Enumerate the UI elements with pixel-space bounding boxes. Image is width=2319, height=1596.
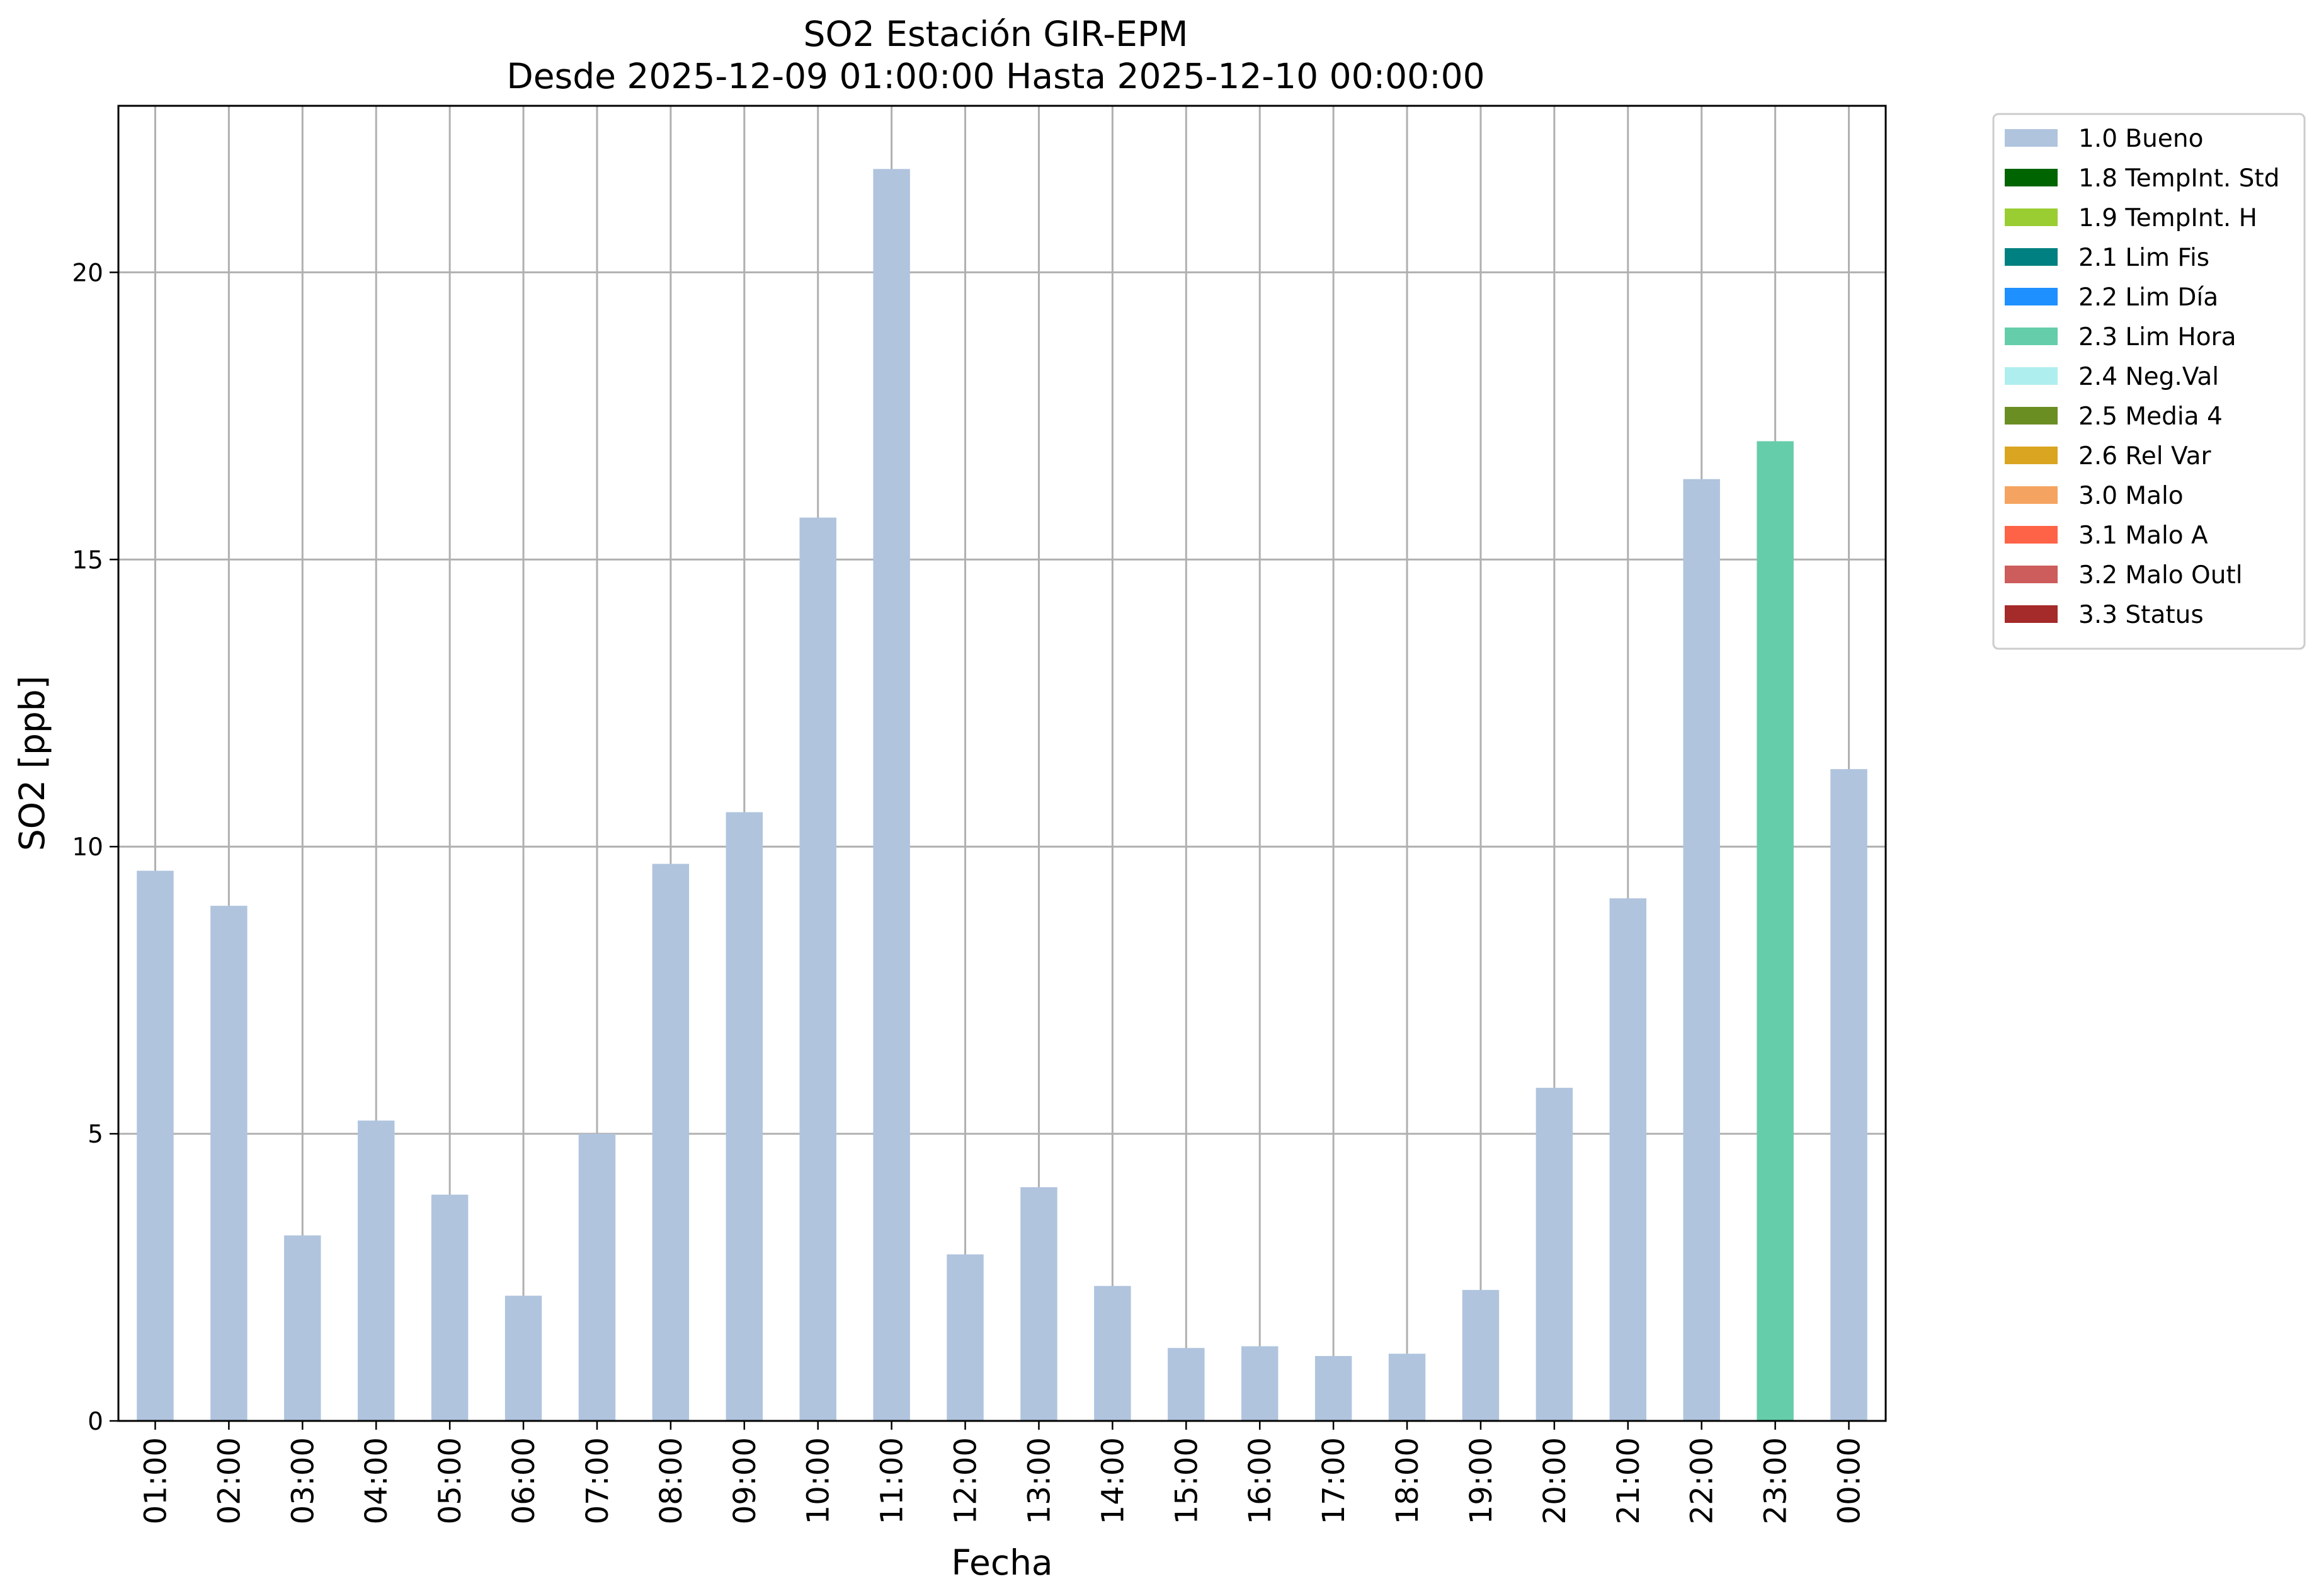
legend-label: 2.1 Lim Fis [2078, 244, 2209, 272]
legend-label: 2.3 Lim Hora [2078, 323, 2236, 351]
legend-box [1992, 113, 2306, 650]
bar [210, 906, 248, 1421]
chart-title-line2: Desde 2025-12-09 01:00:00 Hasta 2025-12-… [506, 56, 1484, 96]
bar [137, 870, 174, 1421]
chart-title-line1: SO2 Estación GIR-EPM [804, 14, 1188, 54]
y-axis-ticks: 0 5 10 15 20 [72, 259, 118, 1436]
bar [1683, 479, 1720, 1421]
legend-swatch [2005, 288, 2058, 305]
bar [578, 1134, 616, 1421]
x-tick-label: 15:00 [1169, 1437, 1204, 1524]
legend-label: 3.0 Malo [2078, 482, 2184, 510]
legend: 1.0 Bueno 1.8 TempInt. Std 1.9 TempInt. H 2… [1992, 113, 2306, 650]
x-tick-label: 10:00 [801, 1437, 836, 1524]
bar [1094, 1285, 1131, 1421]
x-axis-ticks: 01:00 02:00 03:00 04:00 05:00 06:00 07:00 08:00… [138, 1421, 1867, 1524]
legend-label: 1.9 TempInt. H [2078, 204, 2257, 232]
x-tick-label: 16:00 [1243, 1437, 1278, 1524]
bar [284, 1235, 321, 1421]
legend-swatch [2005, 169, 2058, 186]
x-tick-label: 01:00 [138, 1437, 173, 1524]
x-axis-label: Fecha [951, 1542, 1052, 1583]
y-tick-label: 20 [72, 259, 103, 287]
bar [1020, 1187, 1057, 1421]
y-tick-label: 10 [72, 833, 103, 862]
bar [1830, 769, 1867, 1421]
y-tick-label: 5 [88, 1120, 103, 1149]
bar [431, 1194, 469, 1421]
x-tick-label: 09:00 [727, 1437, 763, 1524]
bars [137, 169, 1867, 1422]
legend-label: 2.2 Lim Día [2078, 283, 2218, 312]
bar [799, 517, 836, 1422]
legend-swatch [2005, 407, 2058, 425]
legend-label: 2.5 Media 4 [2078, 402, 2223, 431]
legend-label: 3.2 Malo Outl [2078, 561, 2243, 590]
y-tick-label: 15 [72, 546, 103, 574]
legend-swatch [2005, 605, 2058, 623]
x-tick-label: 02:00 [212, 1437, 247, 1524]
x-tick-label: 23:00 [1758, 1437, 1794, 1524]
legend-label: 2.6 Rel Var [2078, 442, 2212, 470]
x-tick-label: 18:00 [1390, 1437, 1425, 1524]
y-axis-label: SO2 [ppb] [12, 676, 52, 851]
x-tick-label: 19:00 [1464, 1437, 1499, 1524]
legend-swatch [2005, 129, 2058, 147]
chart-title: SO2 Estación GIR-EPM Desde 2025-12-09 01… [506, 14, 1484, 96]
x-tick-label: 05:00 [433, 1437, 468, 1524]
legend-label: 2.4 Neg.Val [2078, 363, 2219, 391]
bar [947, 1254, 984, 1421]
legend-swatch [2005, 486, 2058, 504]
x-tick-label: 03:00 [285, 1437, 321, 1524]
bar [1609, 898, 1647, 1421]
x-tick-label: 14:00 [1095, 1437, 1131, 1524]
bar [1462, 1290, 1500, 1421]
bar [652, 864, 690, 1421]
bar [1168, 1348, 1205, 1421]
bar [1757, 441, 1794, 1421]
legend-swatch [2005, 447, 2058, 464]
bar [1536, 1088, 1573, 1421]
bar [1388, 1354, 1426, 1421]
bar [726, 812, 763, 1421]
legend-label: 1.0 Bueno [2078, 125, 2203, 153]
plot-frame [117, 105, 1887, 1422]
legend-swatch [2005, 526, 2058, 544]
x-tick-label: 11:00 [875, 1437, 910, 1524]
y-tick-label: 0 [88, 1408, 103, 1436]
x-tick-label: 20:00 [1537, 1437, 1573, 1524]
x-tick-label: 17:00 [1316, 1437, 1352, 1524]
legend-label: 3.1 Malo A [2078, 522, 2208, 550]
x-tick-label: 08:00 [654, 1437, 689, 1524]
legend-swatch [2005, 208, 2058, 226]
x-tick-label: 22:00 [1685, 1437, 1720, 1524]
bar [1314, 1355, 1352, 1421]
legend-label: 3.3 Status [2078, 601, 2204, 629]
legend-swatch [2005, 248, 2058, 266]
x-tick-label: 04:00 [359, 1437, 394, 1524]
x-tick-label: 00:00 [1832, 1437, 1867, 1524]
legend-swatch [2005, 328, 2058, 345]
x-tick-label: 21:00 [1611, 1437, 1646, 1524]
legend-label: 1.8 TempInt. Std [2078, 164, 2279, 193]
x-tick-label: 12:00 [949, 1437, 984, 1524]
bar [357, 1120, 395, 1421]
legend-swatch [2005, 367, 2058, 385]
bar [1241, 1346, 1279, 1421]
bar [504, 1296, 542, 1421]
bar [873, 169, 910, 1422]
legend-swatch [2005, 566, 2058, 583]
x-tick-label: 07:00 [580, 1437, 615, 1524]
x-gridlines [154, 106, 1850, 1421]
x-tick-label: 13:00 [1022, 1437, 1057, 1524]
x-tick-label: 06:00 [506, 1437, 542, 1524]
